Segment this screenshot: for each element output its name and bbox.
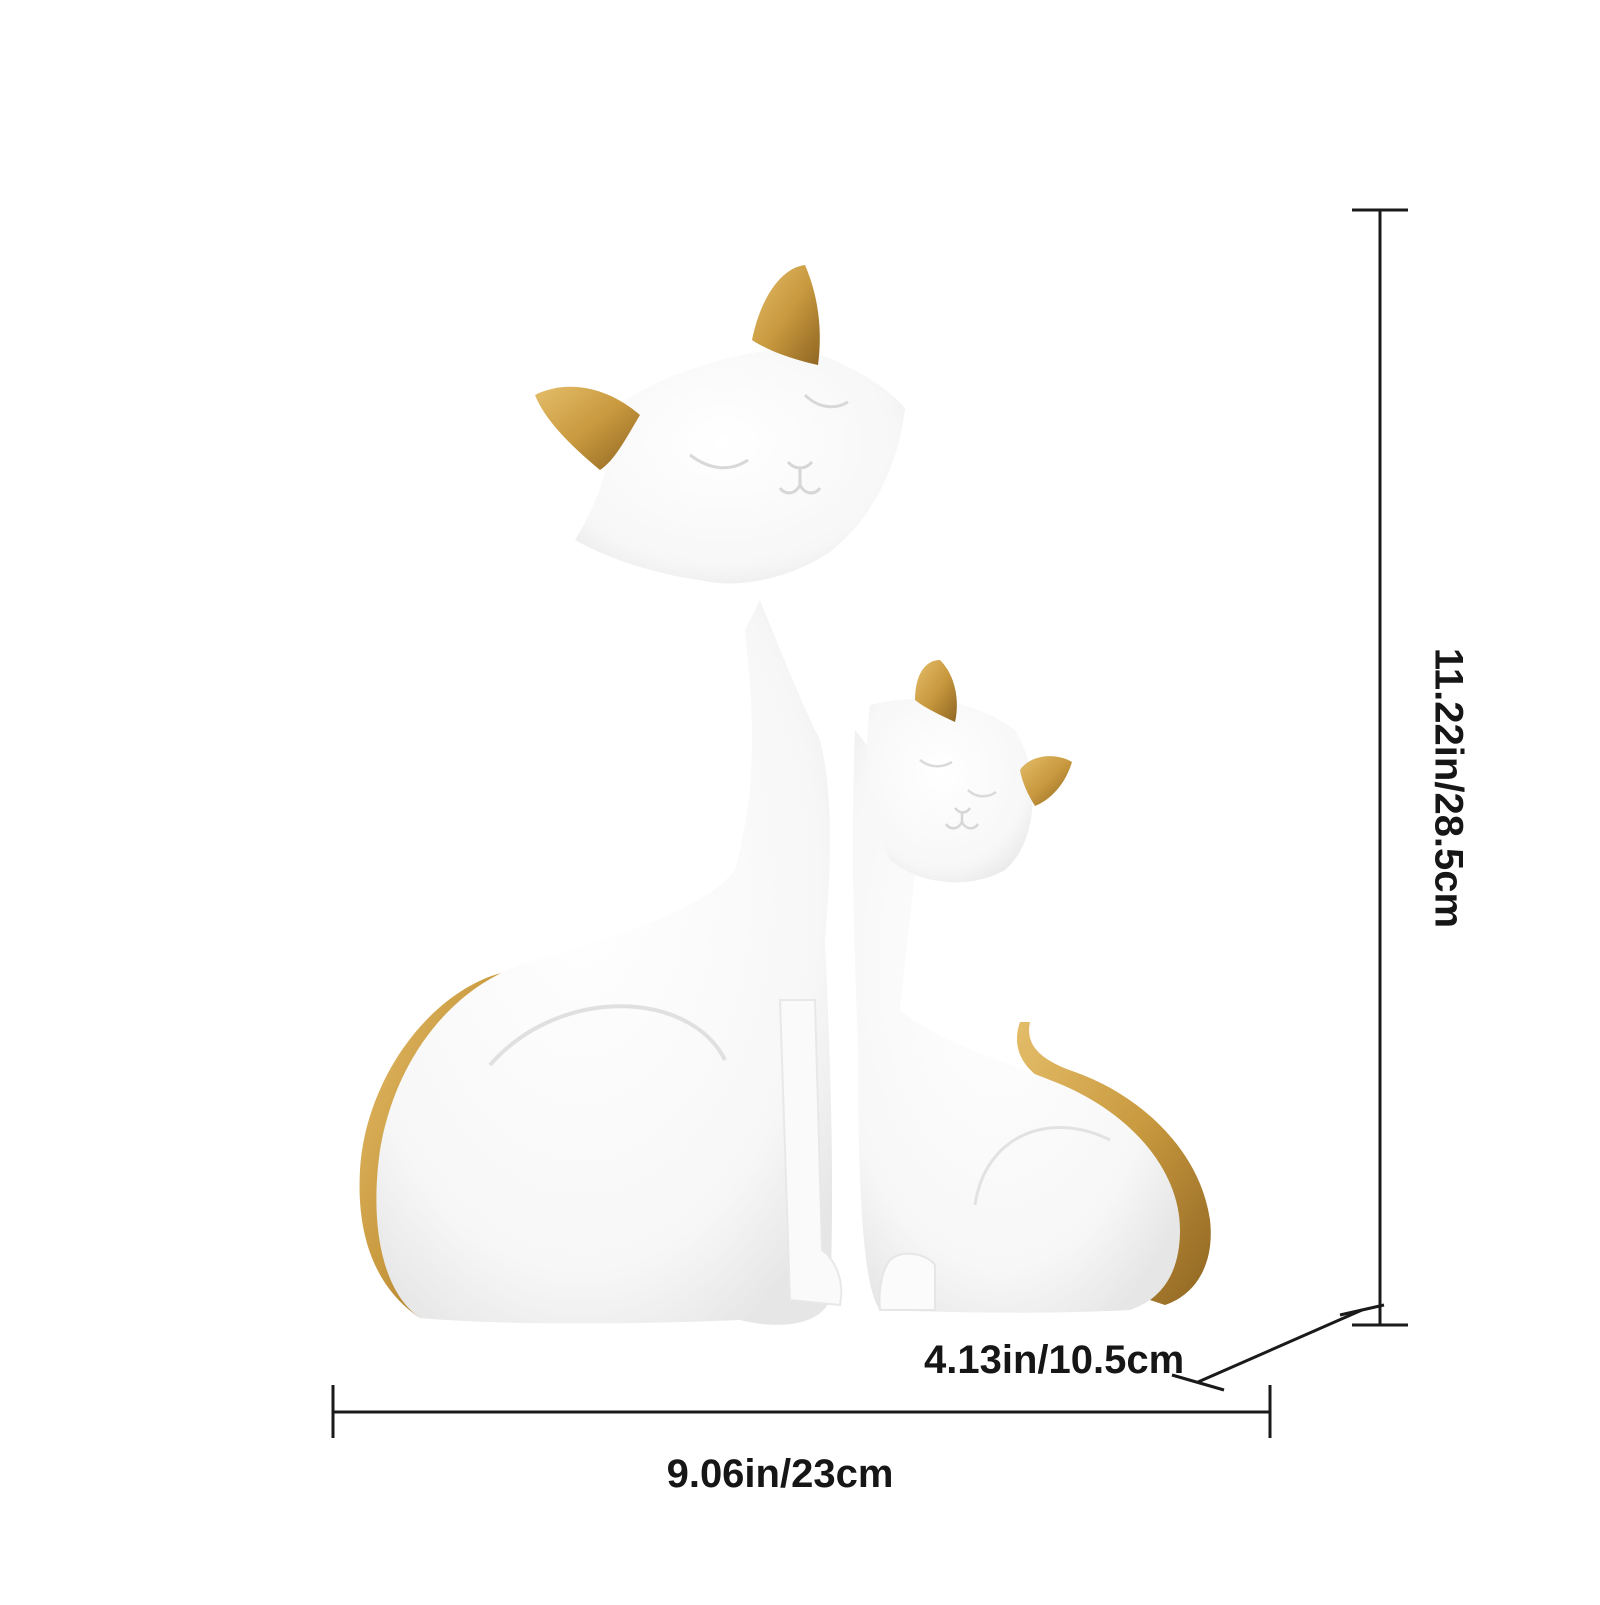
small-cat-gold-tail	[1016, 1022, 1211, 1305]
small-cat-right-ear	[1020, 756, 1072, 806]
large-cat-eye-right	[803, 393, 849, 409]
large-cat-body	[376, 600, 833, 1325]
small-cat-haunch-line	[973, 1126, 1111, 1206]
large-cat-right-ear	[752, 265, 820, 365]
small-cat-head	[866, 698, 1033, 883]
height-dimension-line	[1352, 208, 1408, 1327]
large-cat-front-leg	[778, 999, 843, 1307]
small-cat-eye-left	[919, 758, 953, 768]
small-cat	[852, 660, 1211, 1313]
large-cat-left-ear	[535, 386, 640, 470]
large-cat-haunch-line	[488, 1004, 727, 1067]
height-dimension-label: 11.22in/28.5cm	[1426, 647, 1471, 929]
width-dimension-line	[331, 1385, 1272, 1438]
depth-dimension-line	[1171, 1303, 1385, 1392]
small-cat-nose	[944, 807, 980, 830]
large-cat-nose	[778, 460, 822, 495]
depth-dimension-label: 4.13in/10.5cm	[924, 1338, 1185, 1382]
small-cat-body	[852, 730, 1180, 1313]
small-cat-eye-right	[967, 789, 997, 798]
small-cat-left-ear	[915, 660, 957, 722]
large-cat-eye-left	[689, 453, 749, 470]
large-cat	[359, 265, 905, 1325]
small-cat-front-paw	[878, 1252, 936, 1311]
width-dimension-label: 9.06in/23cm	[666, 1452, 894, 1496]
